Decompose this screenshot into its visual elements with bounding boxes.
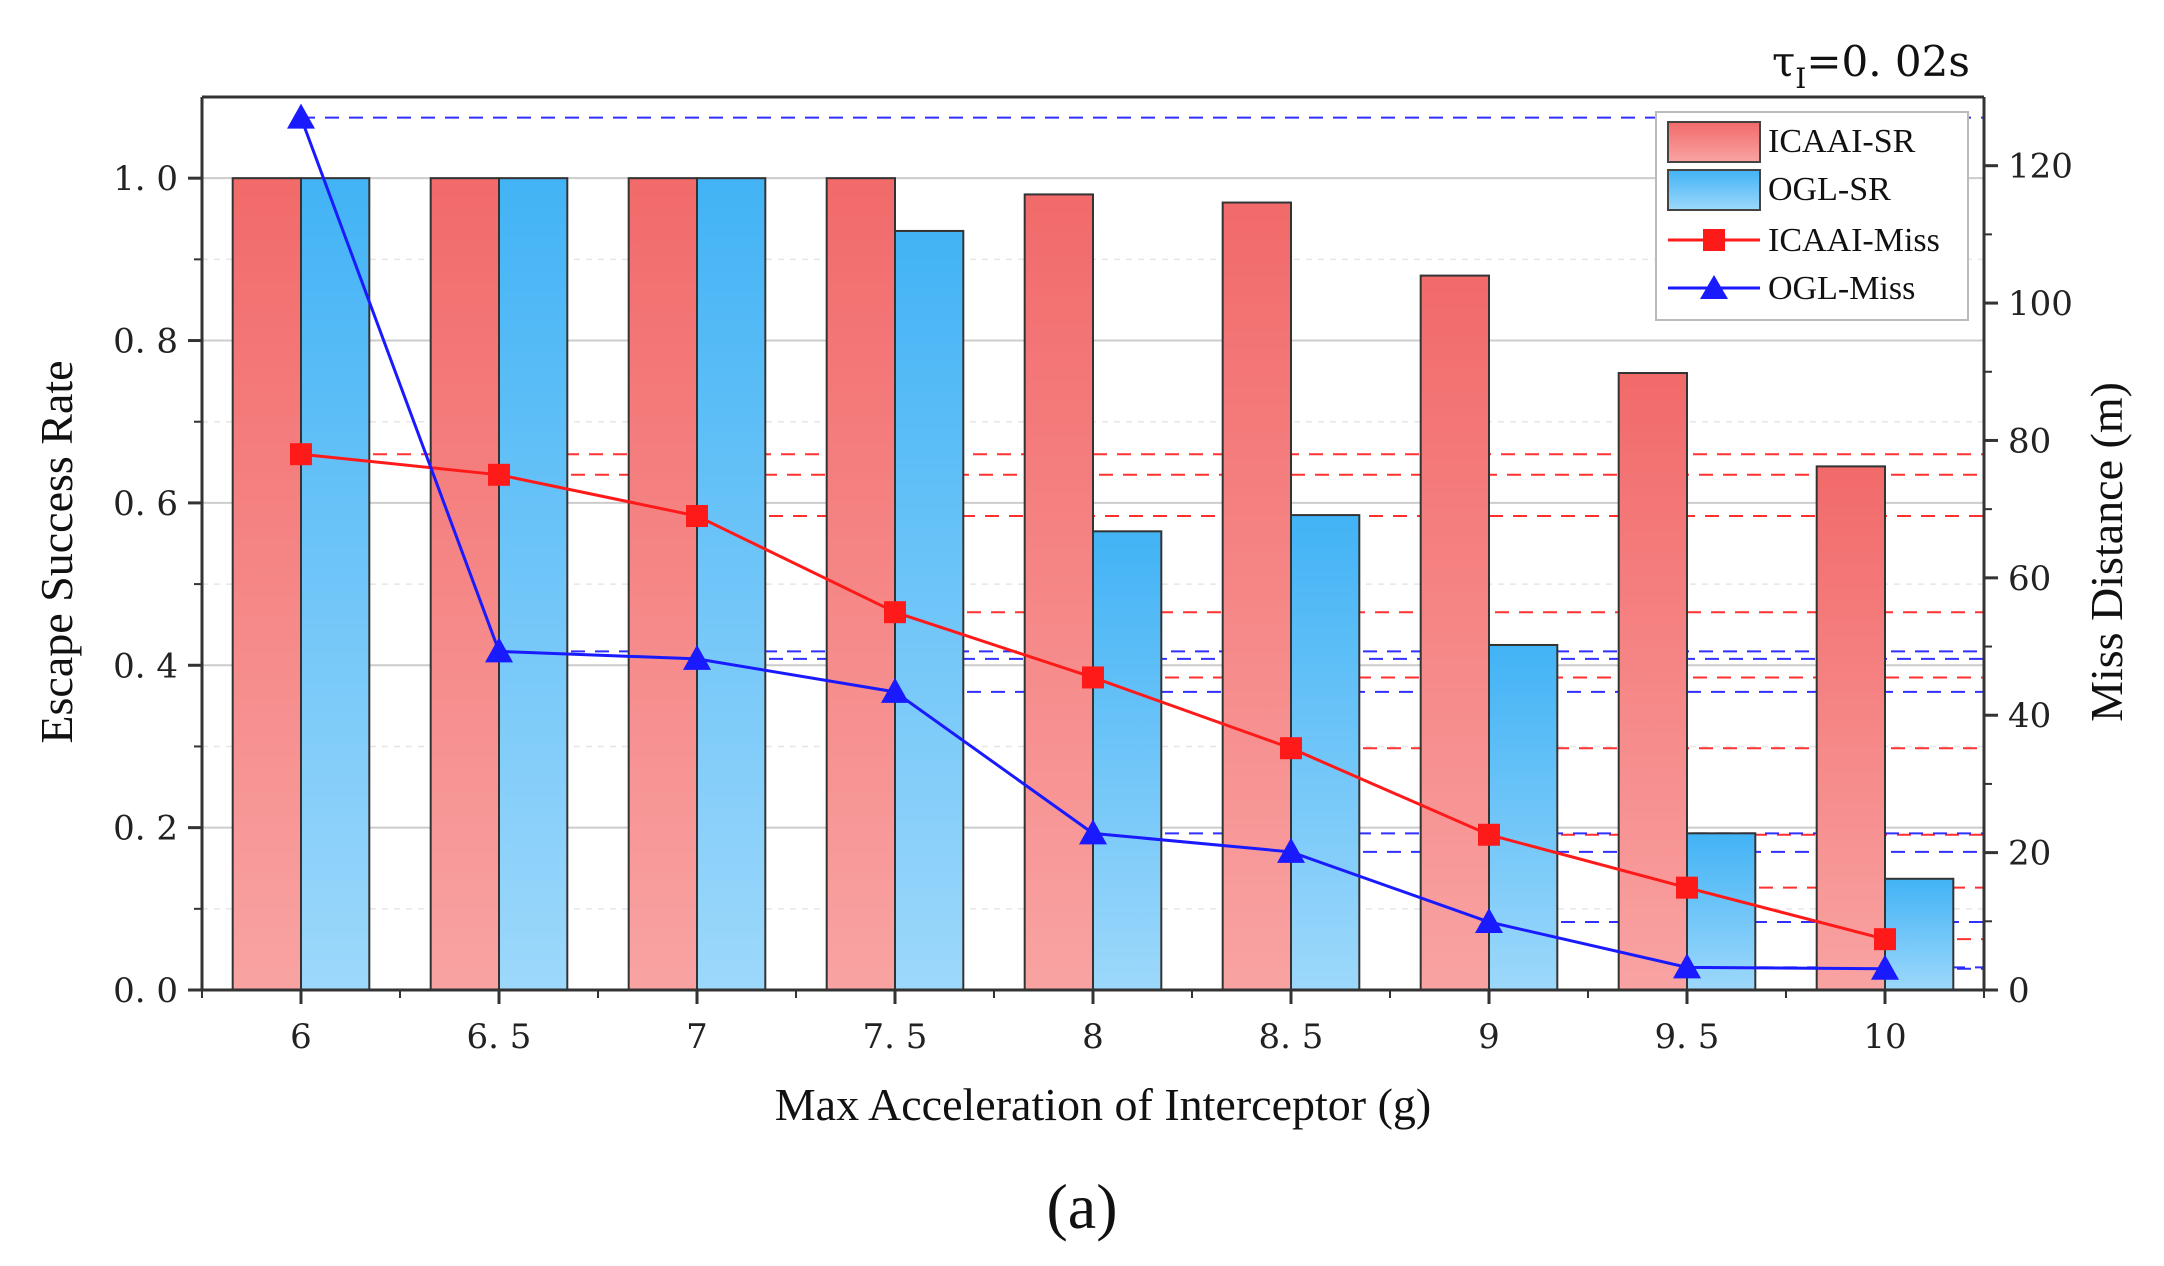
y-axis-title-left: Escape Success Rate: [31, 360, 82, 743]
y-axis-title-right: Miss Distance (m): [2081, 382, 2132, 722]
x-tick-label: 7: [686, 1017, 708, 1057]
x-tick-label: 10: [1863, 1017, 1906, 1057]
panel-label: (a): [1046, 1171, 1117, 1242]
x-tick-label: 8: [1082, 1017, 1104, 1057]
legend-label-icaai-sr: ICAAI-SR: [1768, 123, 1916, 160]
bar-icaai-sr-2: [627, 177, 698, 991]
x-tick-label: 9: [1478, 1017, 1500, 1057]
left-tick-label: 0. 6: [113, 484, 178, 524]
bar-ogl-sr-1: [498, 177, 569, 991]
marker-icaai-miss-7: [1676, 876, 1698, 899]
marker-icaai-miss-2: [686, 505, 708, 528]
legend-label-ogl-miss: OGL-Miss: [1768, 270, 1915, 307]
marker-icaai-miss-5: [1280, 737, 1302, 760]
x-axis-title: Max Acceleration of Interceptor (g): [775, 1079, 1431, 1130]
marker-ogl-miss-3: [881, 677, 909, 703]
marker-ogl-miss-1: [485, 637, 513, 663]
right-tick-label: 0: [2008, 971, 2030, 1011]
axes: 0. 0 0. 2 0. 4 0. 6 0. 8 1. 0 0 20 40 60 80 100 120 6…: [113, 95, 2073, 1057]
legend-marker-icaai-miss: [1703, 229, 1725, 251]
right-tick-label: 60: [2008, 559, 2051, 599]
x-tick-label: 7. 5: [863, 1017, 928, 1057]
legend-swatch-icaai-sr: [1667, 121, 1761, 163]
tau-annotation: τI=0. 02s: [1772, 37, 1970, 95]
marker-icaai-miss-3: [884, 601, 906, 624]
legend-swatch-ogl-sr: [1667, 169, 1761, 211]
left-tick-label: 0. 2: [113, 809, 178, 849]
marker-icaai-miss-6: [1478, 823, 1500, 846]
marker-ogl-miss-7: [1673, 953, 1701, 979]
right-tick-label: 100: [2008, 284, 2073, 324]
bars: [231, 177, 1955, 992]
marker-ogl-miss-5: [1277, 837, 1305, 863]
bar-icaai-sr-1: [429, 177, 500, 991]
legend-marker-ogl-miss: [1700, 275, 1728, 299]
left-tick-label: 0. 0: [113, 971, 178, 1011]
bar-ogl-sr-2: [696, 177, 767, 991]
marker-ogl-miss-4: [1079, 819, 1107, 845]
bar-icaai-sr-0: [231, 177, 302, 991]
left-tick-label: 0. 8: [113, 322, 178, 362]
bar-icaai-sr-6: [1419, 274, 1490, 992]
marker-icaai-miss-1: [488, 463, 510, 486]
right-tick-label: 20: [2008, 834, 2051, 874]
bar-ogl-sr-6: [1488, 643, 1559, 992]
marker-ogl-miss-8: [1871, 954, 1899, 980]
marker-icaai-miss-8: [1874, 928, 1896, 951]
marker-ogl-miss-2: [683, 644, 711, 670]
marker-icaai-miss-4: [1082, 666, 1104, 689]
x-tick-label: 8. 5: [1259, 1017, 1324, 1057]
legend-label-ogl-sr: OGL-SR: [1768, 171, 1891, 208]
marker-ogl-miss-6: [1475, 907, 1503, 933]
bar-ogl-sr-0: [300, 177, 371, 991]
tau-symbol: τ: [1772, 37, 1795, 86]
bar-ogl-sr-3: [894, 229, 965, 991]
bar-ogl-sr-4: [1092, 530, 1163, 992]
x-tick-label: 6. 5: [467, 1017, 532, 1057]
bar-icaai-sr-4: [1023, 193, 1094, 992]
series-lines: [287, 103, 1899, 980]
right-tick-label: 40: [2008, 696, 2051, 736]
legend-label-icaai-miss: ICAAI-Miss: [1768, 222, 1940, 259]
left-tick-label: 1. 0: [113, 159, 178, 199]
x-tick-label: 9. 5: [1655, 1017, 1720, 1057]
tau-subscript: I: [1795, 62, 1806, 95]
marker-icaai-miss-0: [290, 443, 312, 466]
left-tick-label: 0. 4: [113, 646, 178, 686]
legend: ICAAI-SR OGL-SR ICAAI-Miss OGL-Miss: [1655, 111, 1969, 321]
bar-icaai-sr-8: [1815, 465, 1886, 991]
bar-ogl-sr-7: [1686, 832, 1757, 991]
bar-icaai-sr-5: [1221, 201, 1292, 991]
x-tick-label: 6: [290, 1017, 312, 1057]
tau-value: =0. 02s: [1806, 37, 1970, 86]
bar-icaai-sr-7: [1617, 372, 1688, 991]
right-tick-label: 80: [2008, 421, 2051, 461]
marker-ogl-miss-0: [287, 103, 315, 129]
right-tick-label: 120: [2008, 147, 2073, 187]
